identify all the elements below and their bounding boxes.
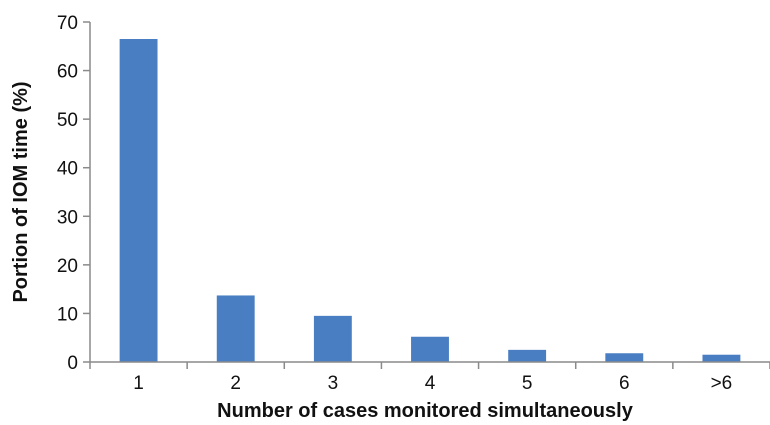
y-tick-label: 40 bbox=[57, 159, 78, 180]
y-tick-label: 20 bbox=[57, 256, 78, 277]
x-tick-label: 2 bbox=[230, 373, 241, 394]
x-tick-label: >6 bbox=[711, 373, 733, 394]
bar-3 bbox=[313, 315, 352, 362]
y-tick-label: 50 bbox=[57, 110, 78, 131]
x-tick-label: 1 bbox=[133, 373, 144, 394]
y-tick-label: 70 bbox=[57, 13, 78, 34]
x-axis-ticks: 1 2 3 4 5 6 >6 bbox=[89, 362, 770, 394]
bar-4 bbox=[411, 336, 449, 362]
y-tick-label: 30 bbox=[57, 207, 78, 228]
x-tick-label: 5 bbox=[522, 373, 533, 394]
bar-6 bbox=[605, 353, 644, 362]
x-tick-label: 4 bbox=[425, 373, 436, 394]
y-axis-ticks: 0 10 20 30 40 50 60 70 bbox=[57, 13, 90, 374]
y-tick-label: 0 bbox=[67, 353, 78, 374]
x-axis-title: Number of cases monitored simultaneously bbox=[217, 400, 634, 422]
x-tick-label: 6 bbox=[619, 373, 630, 394]
y-tick-label: 10 bbox=[57, 304, 78, 325]
bar-2 bbox=[216, 295, 255, 362]
bars bbox=[119, 39, 741, 362]
x-tick-label: 3 bbox=[328, 373, 339, 394]
bar-5 bbox=[508, 349, 547, 362]
y-tick-label: 60 bbox=[57, 62, 78, 83]
bar-1 bbox=[119, 39, 158, 362]
bar-7 bbox=[702, 354, 741, 362]
y-axis-title: Portion of IOM time (%) bbox=[10, 81, 32, 302]
